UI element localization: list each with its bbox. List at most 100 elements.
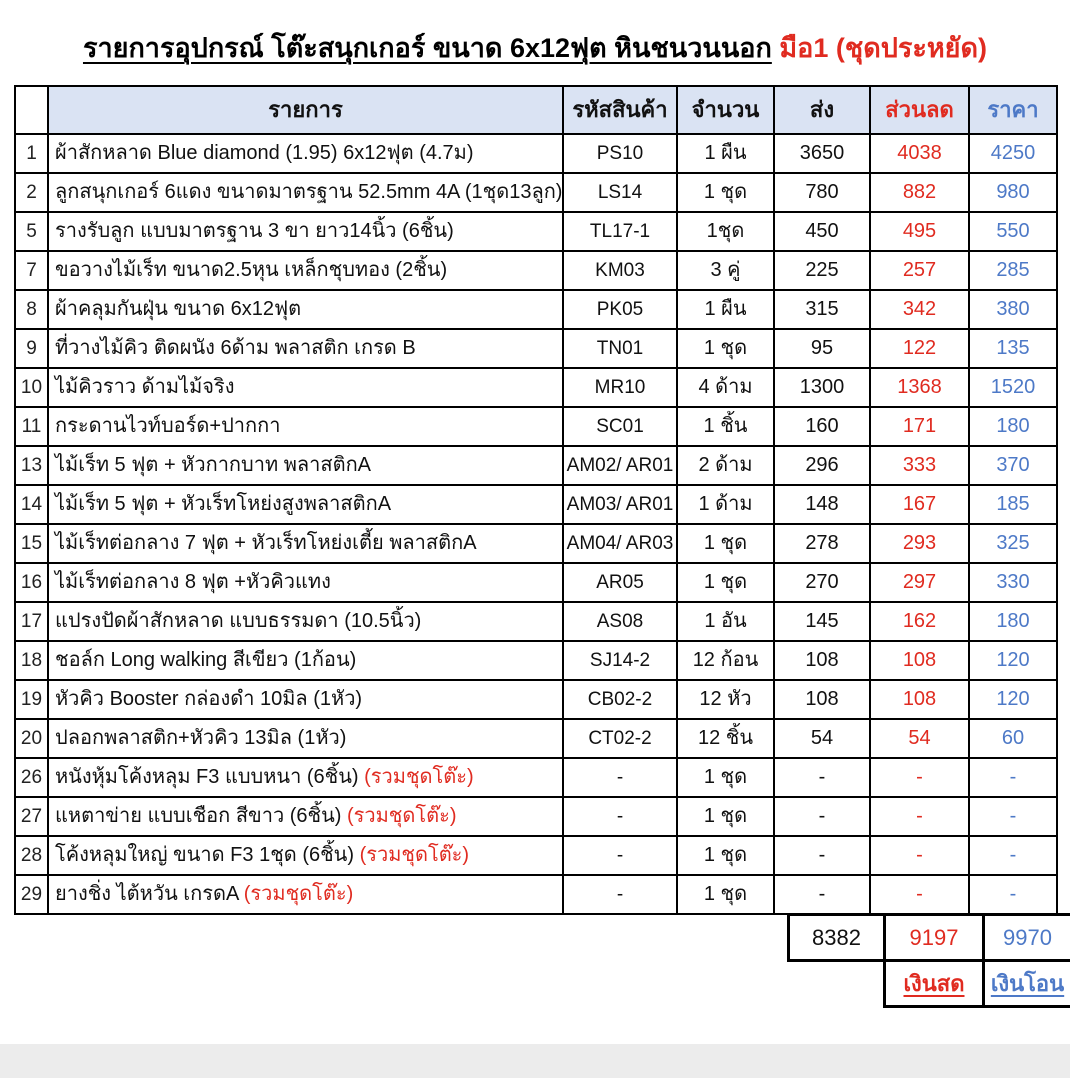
- cell-quantity: 12 หัว: [676, 679, 775, 720]
- cell-product-code: -: [562, 757, 678, 798]
- item-text: ไม้เร็ทต่อกลาง 7 ฟุต + หัวเร็ทโหย่งเตี้ย…: [55, 532, 477, 554]
- cell-quantity: 3 คู่: [676, 250, 775, 291]
- cell-row-number: 29: [14, 874, 49, 915]
- cell-retail-price: 370: [968, 445, 1058, 486]
- cell-discount-price: 882: [869, 172, 970, 213]
- header-code: รหัสสินค้า: [562, 85, 678, 135]
- total-discount: 9197: [883, 913, 985, 962]
- cell-wholesale-price: 780: [773, 172, 871, 213]
- cell-quantity: 1 ชุด: [676, 874, 775, 915]
- cell-wholesale-price: 270: [773, 562, 871, 603]
- cell-wholesale-price: 225: [773, 250, 871, 291]
- scan-edge-band: [0, 1044, 1070, 1078]
- cell-retail-price: 380: [968, 289, 1058, 330]
- table-row: 28 โค้งหลุมใหญ่ ขนาด F3 1ชุด (6ชิ้น) (รว…: [14, 835, 1058, 876]
- cell-wholesale-price: -: [773, 835, 871, 876]
- cell-retail-price: 185: [968, 484, 1058, 525]
- cell-retail-price: 980: [968, 172, 1058, 213]
- item-text: โค้งหลุมใหญ่ ขนาด F3 1ชุด (6ชิ้น): [55, 844, 355, 866]
- cell-row-number: 18: [14, 640, 49, 681]
- cell-retail-price: -: [968, 874, 1058, 915]
- cell-discount-price: 333: [869, 445, 970, 486]
- table-row: 18 ชอล์ก Long walking สีเขียว (1ก้อน) SJ…: [14, 640, 1058, 681]
- item-text: ไม้เร็ท 5 ฟุต + หัวเร็ทโหย่งสูงพลาสติกA: [55, 493, 392, 515]
- cell-row-number: 15: [14, 523, 49, 564]
- item-text: รางรับลูก แบบมาตรฐาน 3 ขา ยาว14นิ้ว (6ชิ…: [55, 220, 454, 242]
- table-row: 2 ลูกสนุกเกอร์ 6แดง ขนาดมาตรฐาน 52.5mm 4…: [14, 172, 1058, 213]
- table-row: 8 ผ้าคลุมกันฝุ่น ขนาด 6x12ฟุต PK05 1 ผืน…: [14, 289, 1058, 330]
- item-text: แหตาข่าย แบบเชือก สีขาว (6ชิ้น): [55, 805, 342, 827]
- item-text: หัวคิว Booster กล่องดำ 10มิล (1หัว): [55, 688, 363, 710]
- cell-quantity: 1 ผืน: [676, 289, 775, 330]
- cell-row-number: 7: [14, 250, 49, 291]
- cell-retail-price: 550: [968, 211, 1058, 252]
- item-text: ปลอกพลาสติก+หัวคิว 13มิล (1หัว): [55, 727, 347, 749]
- cell-product-code: MR10: [562, 367, 678, 408]
- header-discount: ส่วนลด: [869, 85, 970, 135]
- cell-wholesale-price: 296: [773, 445, 871, 486]
- cell-quantity: 1 ด้าม: [676, 484, 775, 525]
- cell-product-code: PS10: [562, 133, 678, 174]
- table-row: 16 ไม้เร็ทต่อกลาง 8 ฟุต +หัวคิวแทง AR05 …: [14, 562, 1058, 603]
- cell-row-number: 19: [14, 679, 49, 720]
- item-note: (รวมชุดโต๊ะ): [358, 766, 474, 788]
- cell-discount-price: 162: [869, 601, 970, 642]
- cell-retail-price: 325: [968, 523, 1058, 564]
- cell-quantity: 1ชุด: [676, 211, 775, 252]
- cell-retail-price: -: [968, 835, 1058, 876]
- cell-product-code: AR05: [562, 562, 678, 603]
- cell-item-description: ไม้เร็ทต่อกลาง 7 ฟุต + หัวเร็ทโหย่งเตี้ย…: [47, 523, 564, 564]
- cell-item-description: ผ้าสักหลาด Blue diamond (1.95) 6x12ฟุต (…: [47, 133, 564, 174]
- cell-item-description: โค้งหลุมใหญ่ ขนาด F3 1ชุด (6ชิ้น) (รวมชุ…: [47, 835, 564, 876]
- cell-retail-price: 4250: [968, 133, 1058, 174]
- equipment-table: รายการ รหัสสินค้า จำนวน ส่ง ส่วนลด ราคา …: [14, 85, 1058, 915]
- cell-item-description: กระดานไวท์บอร์ด+ปากกา: [47, 406, 564, 447]
- cell-product-code: KM03: [562, 250, 678, 291]
- cell-product-code: PK05: [562, 289, 678, 330]
- cell-product-code: CT02-2: [562, 718, 678, 759]
- cell-row-number: 1: [14, 133, 49, 174]
- cell-product-code: CB02-2: [562, 679, 678, 720]
- item-text: กระดานไวท์บอร์ด+ปากกา: [55, 415, 281, 437]
- cell-retail-price: 135: [968, 328, 1058, 369]
- cell-row-number: 28: [14, 835, 49, 876]
- item-text: ชอล์ก Long walking สีเขียว (1ก้อน): [55, 649, 357, 671]
- item-text: ที่วางไม้คิว ติดผนัง 6ด้าม พลาสติก เกรด …: [55, 337, 416, 359]
- cell-quantity: 1 ชิ้น: [676, 406, 775, 447]
- item-note: (รวมชุดโต๊ะ): [238, 883, 354, 905]
- cell-item-description: ลูกสนุกเกอร์ 6แดง ขนาดมาตรฐาน 52.5mm 4A …: [47, 172, 564, 213]
- cell-quantity: 12 ก้อน: [676, 640, 775, 681]
- table-row: 15 ไม้เร็ทต่อกลาง 7 ฟุต + หัวเร็ทโหย่งเต…: [14, 523, 1058, 564]
- cell-discount-price: 495: [869, 211, 970, 252]
- item-note: (รวมชุดโต๊ะ): [341, 805, 457, 827]
- cell-product-code: AM03/ AR01: [562, 484, 678, 525]
- item-text: ไม้เร็ทต่อกลาง 8 ฟุต +หัวคิวแทง: [55, 571, 331, 593]
- cell-row-number: 2: [14, 172, 49, 213]
- cell-item-description: หัวคิว Booster กล่องดำ 10มิล (1หัว): [47, 679, 564, 720]
- cell-quantity: 1 ชุด: [676, 562, 775, 603]
- cell-discount-price: 293: [869, 523, 970, 564]
- cell-quantity: 1 ชุด: [676, 172, 775, 213]
- cell-retail-price: -: [968, 796, 1058, 837]
- table-row: 14 ไม้เร็ท 5 ฟุต + หัวเร็ทโหย่งสูงพลาสติ…: [14, 484, 1058, 525]
- table-row: 11 กระดานไวท์บอร์ด+ปากกา SC01 1 ชิ้น 160…: [14, 406, 1058, 447]
- table-row: 29 ยางชิ่ง ไต้หวัน เกรดA (รวมชุดโต๊ะ) - …: [14, 874, 1058, 915]
- cell-row-number: 13: [14, 445, 49, 486]
- page-title-main: รายการอุปกรณ์ โต๊ะสนุกเกอร์ ขนาด 6x12ฟุต…: [82, 33, 772, 63]
- table-row: 7 ขอวางไม้เร็ท ขนาด2.5หุน เหล็กชุบทอง (2…: [14, 250, 1058, 291]
- table-row: 26 หนังหุ้มโค้งหลุม F3 แบบหนา (6ชิ้น) (ร…: [14, 757, 1058, 798]
- page-title-highlight: มือ1 (ชุดประหยัด): [779, 33, 988, 63]
- cell-quantity: 12 ชิ้น: [676, 718, 775, 759]
- cell-retail-price: -: [968, 757, 1058, 798]
- cell-product-code: TN01: [562, 328, 678, 369]
- cell-wholesale-price: 145: [773, 601, 871, 642]
- cell-wholesale-price: -: [773, 874, 871, 915]
- cell-item-description: ยางชิ่ง ไต้หวัน เกรดA (รวมชุดโต๊ะ): [47, 874, 564, 915]
- item-text: ผ้าสักหลาด Blue diamond (1.95) 6x12ฟุต (…: [55, 142, 474, 164]
- payment-transfer-label: เงินโอน: [982, 959, 1070, 1008]
- cell-wholesale-price: 95: [773, 328, 871, 369]
- cell-wholesale-price: -: [773, 796, 871, 837]
- table-row: 10 ไม้คิวราว ด้ามไม้จริง MR10 4 ด้าม 130…: [14, 367, 1058, 408]
- cell-quantity: 1 ชุด: [676, 757, 775, 798]
- cell-discount-price: -: [869, 874, 970, 915]
